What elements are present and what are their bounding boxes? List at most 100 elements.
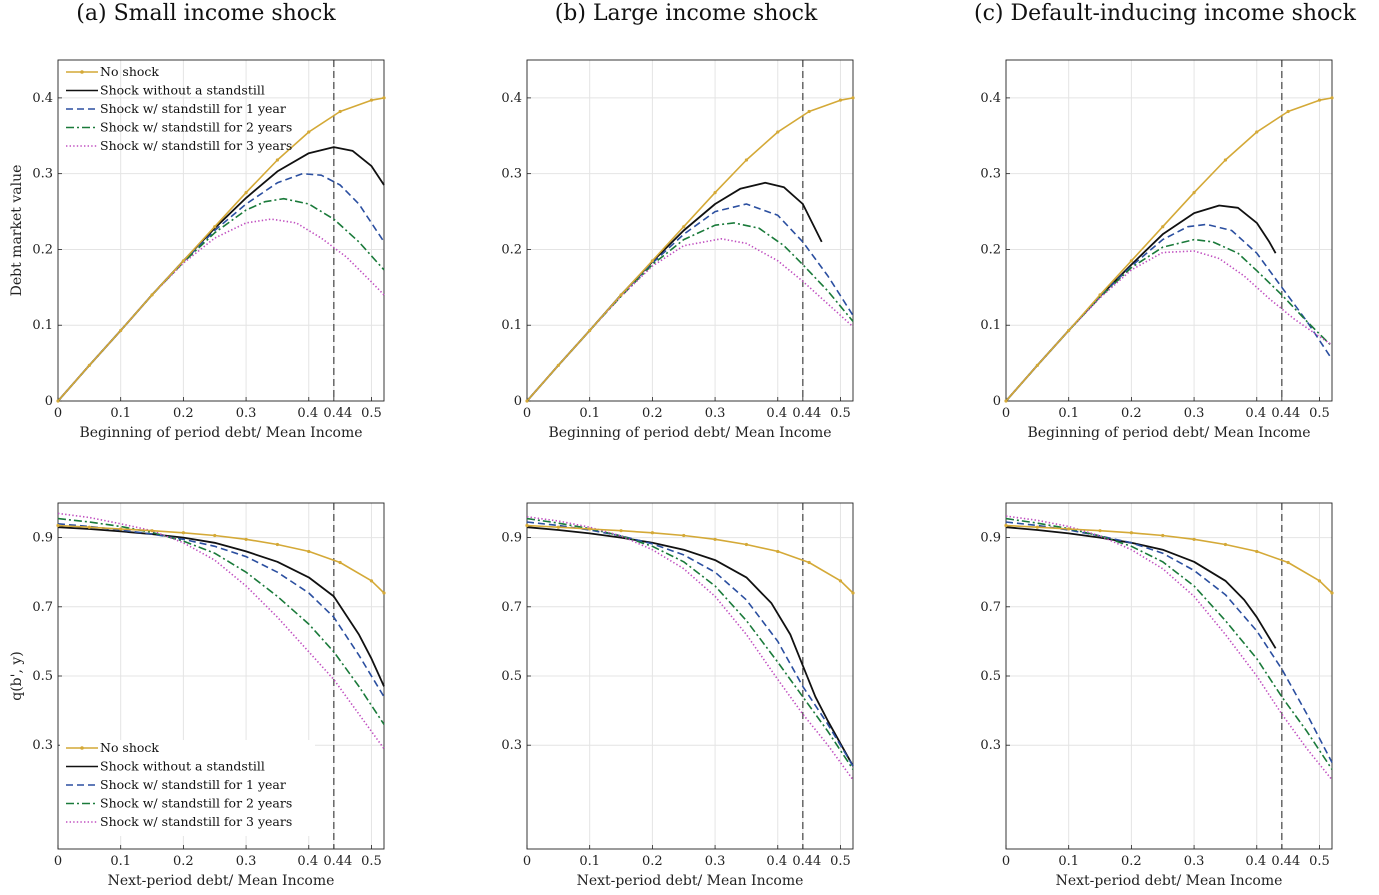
series-point bbox=[1286, 560, 1290, 565]
series-point bbox=[1330, 591, 1334, 595]
x-tick-label: 0.1 bbox=[1058, 854, 1079, 869]
legend-marker bbox=[80, 746, 84, 750]
y-tick-label: 0.9 bbox=[501, 531, 522, 546]
series-line-1 bbox=[526, 524, 854, 594]
y-tick-label: 0.3 bbox=[980, 738, 1001, 753]
series-line-4 bbox=[1005, 517, 1333, 770]
series-line-5 bbox=[57, 512, 385, 750]
series-line-3 bbox=[57, 523, 385, 698]
y-tick-label: 0.2 bbox=[501, 242, 522, 257]
series-point bbox=[1317, 98, 1322, 102]
series-point bbox=[150, 293, 154, 297]
y-tick-label: 0.7 bbox=[32, 600, 53, 615]
legend-label: Shock w/ standstill for 1 year bbox=[100, 101, 286, 116]
x-tick-label: 0.3 bbox=[705, 406, 726, 421]
x-tick-label: 0.44 bbox=[1271, 854, 1300, 869]
series-point bbox=[1223, 542, 1228, 547]
y-tick-label: 0.1 bbox=[501, 318, 522, 333]
x-tick-label: 0.1 bbox=[1058, 406, 1079, 421]
plot-frame bbox=[526, 59, 854, 402]
series-point bbox=[588, 527, 592, 531]
series-point bbox=[838, 98, 843, 102]
legend-label: Shock w/ standstill for 3 years bbox=[100, 138, 292, 153]
series-point bbox=[307, 549, 311, 554]
series-point bbox=[1004, 523, 1008, 528]
series-point bbox=[369, 98, 374, 102]
series-point bbox=[744, 542, 749, 547]
x-tick-label: 0.1 bbox=[579, 854, 600, 869]
x-axis-label: Beginning of period debt/ Mean Income bbox=[548, 425, 831, 441]
series-point bbox=[1255, 130, 1259, 134]
series-point bbox=[1223, 158, 1228, 162]
legend-label: Shock w/ standstill for 2 years bbox=[100, 120, 292, 135]
y-tick-label: 0 bbox=[45, 394, 53, 409]
chart-panel-1: 0 0.1 0.2 0.3 0.4 0.44 0.5 0 0.1 0.2 0.3 0.4 Beginni… bbox=[9, 59, 386, 441]
x-tick-label: 0.2 bbox=[173, 406, 194, 421]
series-line-3 bbox=[526, 203, 854, 402]
series-line-2 bbox=[526, 526, 854, 767]
series-point bbox=[776, 549, 780, 554]
y-tick-label: 0.4 bbox=[32, 91, 53, 106]
y-tick-label: 0.3 bbox=[32, 167, 53, 182]
series-point bbox=[213, 225, 217, 229]
y-tick-label: 0.3 bbox=[980, 167, 1001, 182]
series-point bbox=[244, 537, 248, 541]
series-point bbox=[1255, 549, 1259, 554]
series-point bbox=[56, 399, 60, 403]
x-tick-label: 0.2 bbox=[642, 406, 663, 421]
x-tick-label: 0.5 bbox=[830, 854, 851, 869]
series-line-4 bbox=[526, 517, 854, 770]
x-axis-label: Next-period debt/ Mean Income bbox=[577, 873, 804, 889]
chart-panel-4: 0 0.1 0.2 0.3 0.4 0.44 0.5 0.3 0.5 0.7 0.9 Next-per… bbox=[9, 502, 386, 889]
y-tick-label: 0.3 bbox=[501, 738, 522, 753]
series-point bbox=[150, 529, 154, 533]
x-tick-label: 0.5 bbox=[361, 854, 382, 869]
series-point bbox=[275, 542, 280, 547]
x-axis-label: Beginning of period debt/ Mean Income bbox=[79, 425, 362, 441]
series-point bbox=[650, 531, 654, 535]
series-line-5 bbox=[526, 516, 854, 781]
x-tick-label: 0 bbox=[523, 854, 531, 869]
series-point bbox=[119, 527, 123, 531]
series-point bbox=[181, 531, 185, 535]
series-point bbox=[87, 363, 91, 367]
x-tick-label: 0.3 bbox=[705, 854, 726, 869]
series-line-3 bbox=[526, 521, 854, 767]
x-tick-label: 0 bbox=[1002, 406, 1010, 421]
series-line-3 bbox=[1005, 223, 1333, 402]
series-point bbox=[56, 523, 60, 528]
series-line-4 bbox=[57, 517, 385, 725]
x-tick-label: 0.2 bbox=[173, 854, 194, 869]
series-point bbox=[338, 109, 342, 114]
x-tick-label: 0 bbox=[54, 406, 62, 421]
x-tick-label: 0.4 bbox=[766, 854, 787, 869]
series-point bbox=[1035, 525, 1039, 529]
x-axis-label: Next-period debt/ Mean Income bbox=[108, 873, 335, 889]
series-line-4 bbox=[57, 197, 385, 402]
series-point bbox=[588, 328, 592, 333]
series-line-5 bbox=[1005, 250, 1333, 402]
legend-label: No shock bbox=[100, 64, 159, 79]
series-line-2 bbox=[57, 526, 385, 687]
y-tick-label: 0.5 bbox=[32, 669, 53, 684]
series-point bbox=[1129, 259, 1133, 263]
series-point bbox=[682, 533, 686, 538]
series-point bbox=[1004, 399, 1008, 403]
legend-label: Shock without a standstill bbox=[100, 759, 265, 774]
x-tick-label: 0.3 bbox=[1184, 854, 1205, 869]
x-axis-label: Next-period debt/ Mean Income bbox=[1056, 873, 1283, 889]
series-point bbox=[1161, 225, 1165, 229]
x-tick-label: 0.3 bbox=[236, 406, 257, 421]
series-line-1 bbox=[57, 524, 385, 594]
series-point bbox=[851, 591, 855, 595]
series-line-3 bbox=[57, 172, 385, 402]
x-tick-label: 0.44 bbox=[323, 854, 352, 869]
chart-panel-2: 0 0.1 0.2 0.3 0.4 0.44 0.5 0 0.1 0.2 0.3 0.4 Beginni… bbox=[501, 59, 855, 441]
x-tick-label: 0.2 bbox=[1121, 854, 1142, 869]
y-tick-label: 0.3 bbox=[32, 738, 53, 753]
chart-panel-5: 0 0.1 0.2 0.3 0.4 0.44 0.5 0.3 0.5 0.7 0.9 Next-per… bbox=[501, 502, 855, 889]
chart-panel-3: 0 0.1 0.2 0.3 0.4 0.44 0.5 0 0.1 0.2 0.3 0.4 Beginni… bbox=[980, 59, 1334, 441]
series-point bbox=[713, 537, 717, 541]
legend-label: Shock without a standstill bbox=[100, 83, 265, 98]
